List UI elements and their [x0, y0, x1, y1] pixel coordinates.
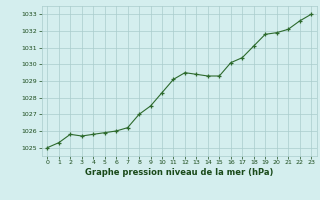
X-axis label: Graphe pression niveau de la mer (hPa): Graphe pression niveau de la mer (hPa) [85, 168, 273, 177]
